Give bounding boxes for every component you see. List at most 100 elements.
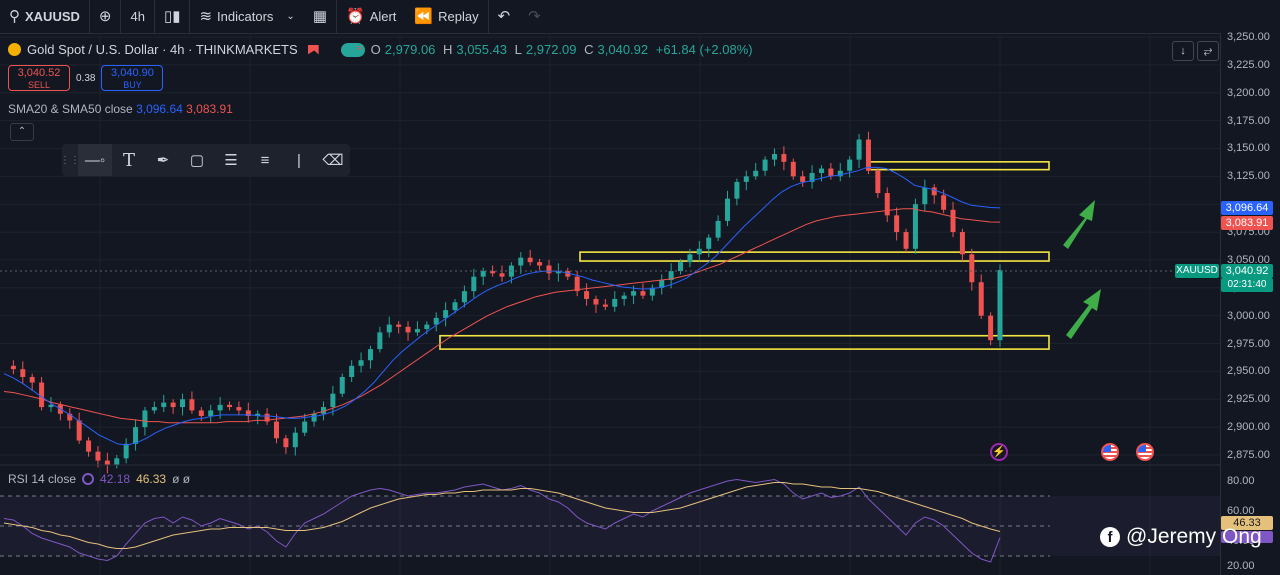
candles-icon: ▯▮	[163, 8, 181, 25]
candle-body	[443, 310, 449, 318]
rectangle-tool[interactable]: ▢	[180, 144, 214, 176]
indicators-label: Indicators	[217, 9, 274, 24]
sma-legend[interactable]: SMA20 & SMA50 close 3,096.64 3,083.91	[8, 102, 233, 116]
alert-button[interactable]: ⏰ Alert	[337, 0, 405, 33]
low-label: L	[514, 42, 522, 57]
candle-body	[518, 257, 524, 266]
plus-circle-icon: ⊕	[98, 8, 112, 25]
candle-body	[649, 287, 655, 296]
candle-body	[452, 302, 458, 311]
sma-label: SMA20 & SMA50 close	[8, 102, 133, 116]
candle-body	[875, 170, 881, 194]
lightning-event-icon[interactable]: ⚡	[990, 443, 1008, 461]
candle-body	[198, 410, 204, 416]
candle-body	[969, 254, 975, 283]
us-flag-event-icon[interactable]	[1136, 443, 1154, 461]
candle-body	[302, 421, 308, 433]
high-value: 3,055.43	[456, 42, 508, 57]
author-watermark: f @Jeremy Ong	[1100, 525, 1262, 549]
symbol-search[interactable]: ⚲ XAUUSD	[0, 0, 90, 33]
rsi-value-tag	[1221, 531, 1273, 543]
chevron-down-icon: ⌄	[286, 11, 295, 22]
fullscreen-button[interactable]: ⥂	[1197, 41, 1219, 61]
legend-title: Gold Spot / U.S. Dollar · 4h · THINKMARK…	[27, 42, 298, 57]
chart-type-button[interactable]: ▯▮	[155, 0, 191, 33]
interval-button[interactable]: 4h	[121, 0, 155, 33]
collapse-legend-button[interactable]: ⌃	[10, 123, 34, 141]
candle-body	[706, 237, 712, 249]
text-tool[interactable]: T	[112, 144, 146, 176]
undo-button[interactable]: ↶	[489, 0, 520, 33]
up-arrow-lower[interactable]	[1066, 289, 1101, 339]
candle-body	[941, 195, 947, 210]
candle-body	[396, 324, 402, 327]
candle-body	[865, 139, 871, 171]
indicators-icon: ≋	[199, 8, 213, 25]
flag-icon[interactable]	[307, 44, 319, 55]
fib-tool[interactable]: ☰	[214, 144, 248, 176]
support-resistance-zones[interactable]	[439, 161, 1050, 350]
buy-price: 3,040.90	[111, 67, 154, 79]
candle-body	[377, 332, 383, 350]
us-flag-event-icon[interactable]	[1101, 443, 1119, 461]
candle-body	[725, 198, 731, 221]
close-label: C	[584, 42, 594, 57]
candle-body	[386, 324, 392, 333]
candle-body	[67, 413, 73, 421]
market-status-badge[interactable]: ≈	[340, 42, 365, 57]
sma20-line	[3, 166, 1001, 446]
price-zone-rect	[579, 251, 1050, 262]
candle-body	[593, 298, 599, 305]
candle-body	[95, 451, 101, 461]
rsi-legend[interactable]: RSI 14 close 42.18 46.33 ø ø	[8, 472, 190, 486]
candle-body	[847, 159, 853, 171]
interval-label: 4h	[130, 9, 145, 24]
candle-body	[161, 402, 167, 408]
candle-body	[292, 432, 298, 448]
up-arrow-upper[interactable]	[1063, 200, 1095, 249]
drag-handle-icon[interactable]: ⋮⋮	[60, 154, 80, 166]
buy-button[interactable]: 3,040.90 BUY	[101, 65, 164, 91]
price-axis-label: 3,175.00	[1227, 114, 1270, 127]
trend-line-tool[interactable]: —◦	[78, 144, 112, 176]
candle-body	[499, 273, 505, 277]
eraser-tool[interactable]: ⌫	[316, 144, 350, 176]
price-axis-label: 3,050.00	[1227, 253, 1270, 266]
candle-body	[10, 365, 16, 370]
candle-body	[311, 413, 317, 422]
candle-body	[818, 168, 824, 173]
indicators-button[interactable]: ≋ Indicators ⌄	[190, 0, 303, 33]
candle-body	[527, 257, 533, 263]
sell-button[interactable]: 3,040.52 SELL	[8, 65, 70, 91]
vertical-line-tool[interactable]: |	[282, 144, 316, 176]
rsi-settings-icon[interactable]	[82, 473, 95, 485]
rsi-axis-label: 20.00	[1227, 560, 1255, 572]
brush-tool[interactable]: ✒	[146, 144, 180, 176]
candle-body	[753, 170, 759, 177]
chevron-up-icon: ⌃	[17, 126, 27, 137]
rsi-axis-label: 80.00	[1227, 475, 1255, 487]
candle-body	[837, 170, 843, 177]
price-axis-label: 2,875.00	[1227, 449, 1270, 461]
candle-body	[133, 427, 139, 444]
price-axis[interactable]	[1220, 33, 1280, 575]
parallel-channel-tool[interactable]: ≡	[248, 144, 282, 176]
redo-button[interactable]: ↷	[519, 0, 550, 33]
candle-body	[602, 304, 608, 307]
add-symbol-button[interactable]: ⊕	[90, 0, 122, 33]
candle-body	[114, 458, 120, 466]
grid-icon: ▦	[312, 8, 327, 25]
candle-body	[367, 349, 373, 361]
candle-body	[828, 168, 834, 177]
candle-body	[734, 181, 740, 199]
replay-button[interactable]: ⏪ Replay	[405, 0, 489, 33]
price-zone-rect	[439, 334, 1050, 350]
open-value: 2,979.06	[384, 42, 436, 57]
rsi-pane	[0, 464, 1220, 563]
bar-countdown-tag: 02:31:40	[1221, 278, 1273, 292]
scroll-down-button[interactable]: ↓	[1172, 41, 1194, 61]
alarm-icon: ⏰	[346, 8, 365, 25]
candle-body	[320, 407, 326, 414]
rsi-ma-value: 46.33	[136, 472, 167, 486]
layouts-button[interactable]: ▦	[304, 0, 337, 33]
